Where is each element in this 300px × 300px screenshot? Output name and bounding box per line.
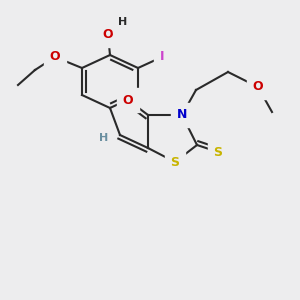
Text: S: S: [170, 155, 179, 169]
Text: O: O: [103, 28, 113, 41]
Text: O: O: [253, 80, 263, 94]
Text: O: O: [123, 94, 133, 106]
Text: I: I: [160, 50, 164, 64]
Text: H: H: [99, 133, 109, 143]
Text: O: O: [50, 50, 60, 64]
Text: N: N: [177, 109, 187, 122]
Text: H: H: [118, 17, 127, 27]
Text: S: S: [214, 146, 223, 158]
